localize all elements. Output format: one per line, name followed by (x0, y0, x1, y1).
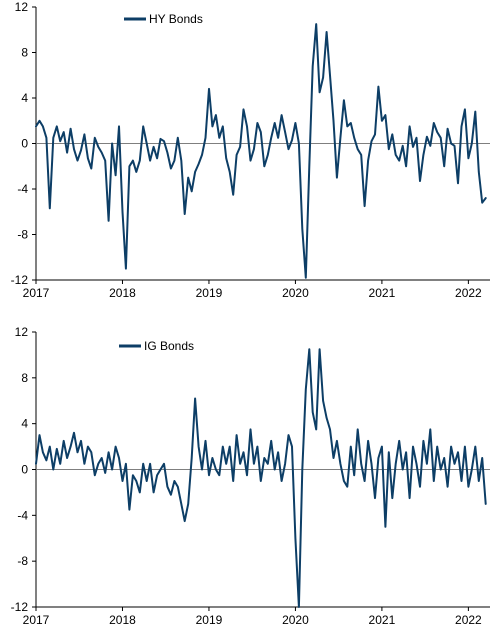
hy-x-tick-label: 2021 (369, 286, 396, 300)
hy-y-tick-label: -12 (11, 273, 29, 287)
ig-bonds-chart: 12 8 4 0 -4 -8 -12 2017 2018 2019 2020 2021 2022 IG B… (0, 320, 500, 631)
hy-x-tick-label: 2020 (282, 286, 309, 300)
hy-x-tick-label: 2017 (23, 286, 50, 300)
hy-y-tick-label: 8 (21, 46, 28, 60)
ig-legend-label: IG Bonds (144, 339, 194, 353)
ig-series-line (35, 348, 487, 608)
ig-x-tick-label: 2019 (196, 613, 223, 627)
ig-y-tick-label: -8 (17, 554, 28, 568)
hy-y-tick-label: 12 (15, 0, 29, 14)
ig-x-tick-label: 2022 (455, 613, 482, 627)
ig-y-tick-label: -4 (17, 508, 28, 522)
hy-x-tick-label: 2019 (196, 286, 223, 300)
hy-x-tick-label: 2022 (455, 286, 482, 300)
hy-series-line (35, 23, 487, 279)
hy-legend-label: HY Bonds (149, 12, 203, 26)
ig-y-tick-label: 0 (21, 463, 28, 477)
ig-x-tick-label: 2017 (23, 613, 50, 627)
hy-y-tick-label: -8 (17, 228, 28, 242)
hy-y-tick-label: 4 (21, 91, 28, 105)
ig-y-tick-label: 4 (21, 417, 28, 431)
ig-y-tick-label: 8 (21, 371, 28, 385)
ig-x-tick-label: 2020 (282, 613, 309, 627)
ig-y-tick-label: 12 (15, 325, 29, 339)
hy-y-tick-label: 0 (21, 137, 28, 151)
ig-x-tick-label: 2021 (369, 613, 396, 627)
hy-bonds-chart: 12 8 4 0 -4 -8 -12 2017 2018 2019 2020 2021 2022 HY B… (0, 0, 500, 305)
hy-x-tick-label: 2018 (109, 286, 136, 300)
ig-y-tick-label: -12 (11, 600, 29, 614)
ig-x-tick-label: 2018 (109, 613, 136, 627)
hy-y-tick-label: -4 (17, 182, 28, 196)
